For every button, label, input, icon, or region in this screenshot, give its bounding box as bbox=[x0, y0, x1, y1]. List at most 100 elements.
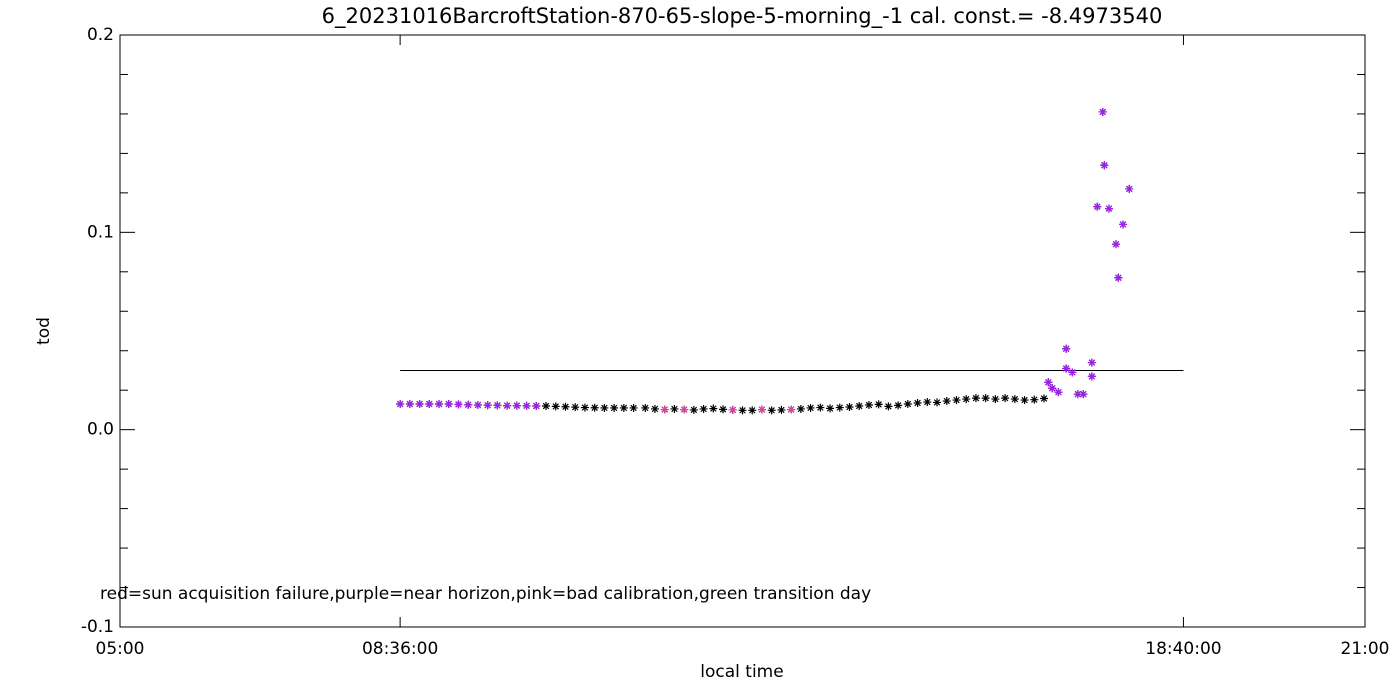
y-tick-label: -0.1 bbox=[81, 617, 114, 637]
annotation: red=sun acquisition failure,purple=near … bbox=[100, 584, 871, 604]
y-tick-label: 0.2 bbox=[87, 25, 114, 45]
point bbox=[1010, 395, 1019, 404]
point bbox=[991, 395, 1000, 404]
point bbox=[816, 403, 825, 412]
point bbox=[855, 401, 864, 410]
point bbox=[571, 403, 580, 412]
point bbox=[699, 404, 708, 413]
point bbox=[933, 398, 942, 407]
point bbox=[1100, 161, 1109, 170]
point bbox=[1068, 368, 1077, 377]
x-tick-label: 21:00 bbox=[1341, 639, 1390, 659]
point bbox=[971, 394, 980, 403]
point bbox=[503, 401, 512, 410]
point bbox=[444, 400, 453, 409]
point bbox=[728, 405, 737, 414]
x-tick-label: 18:40:00 bbox=[1145, 639, 1221, 659]
y-axis-label: tod bbox=[34, 317, 54, 345]
point bbox=[1001, 394, 1010, 403]
point bbox=[1079, 390, 1088, 399]
point bbox=[1119, 220, 1127, 229]
point bbox=[796, 404, 805, 413]
y-tick-label: 0.1 bbox=[87, 222, 114, 242]
point bbox=[845, 402, 854, 411]
point bbox=[874, 400, 883, 409]
point bbox=[600, 403, 609, 412]
point bbox=[1087, 372, 1096, 381]
point bbox=[670, 404, 679, 413]
point bbox=[435, 400, 444, 409]
point bbox=[719, 405, 728, 414]
x-tick-label: 05:00 bbox=[96, 639, 145, 659]
point bbox=[894, 401, 903, 410]
point bbox=[405, 400, 414, 409]
point bbox=[923, 398, 932, 407]
point bbox=[561, 402, 570, 411]
point bbox=[1087, 358, 1096, 367]
point bbox=[396, 400, 405, 409]
point bbox=[689, 405, 698, 414]
point bbox=[425, 400, 434, 409]
point bbox=[748, 406, 757, 415]
point bbox=[884, 402, 893, 411]
point bbox=[777, 405, 786, 414]
point bbox=[542, 401, 551, 410]
point bbox=[962, 395, 971, 404]
point bbox=[1062, 344, 1071, 353]
point bbox=[757, 405, 766, 414]
point bbox=[551, 402, 560, 411]
point bbox=[767, 406, 776, 415]
point bbox=[1020, 396, 1029, 405]
point bbox=[1125, 184, 1134, 193]
point bbox=[1048, 384, 1057, 393]
x-tick-label: 08:36:00 bbox=[362, 639, 438, 659]
chart-title: 6_20231016BarcroftStation-870-65-slope-5… bbox=[322, 4, 1163, 29]
point bbox=[1062, 364, 1071, 373]
point bbox=[738, 406, 747, 415]
point bbox=[680, 405, 689, 414]
point bbox=[660, 405, 669, 414]
point bbox=[454, 400, 463, 409]
point bbox=[532, 401, 541, 410]
point bbox=[826, 404, 835, 413]
point bbox=[903, 400, 912, 409]
point bbox=[709, 404, 718, 413]
point bbox=[522, 401, 531, 410]
point bbox=[464, 400, 473, 409]
point bbox=[1040, 394, 1049, 403]
point bbox=[415, 400, 424, 409]
point bbox=[981, 394, 990, 403]
point bbox=[641, 403, 650, 412]
point bbox=[512, 401, 521, 410]
point bbox=[473, 401, 482, 409]
point bbox=[913, 399, 922, 408]
point bbox=[1073, 390, 1082, 399]
point bbox=[650, 404, 659, 413]
point bbox=[610, 403, 619, 412]
point bbox=[1112, 240, 1120, 249]
point bbox=[1044, 378, 1053, 387]
point bbox=[835, 403, 844, 412]
plot-frame bbox=[119, 34, 1366, 628]
point bbox=[1054, 388, 1063, 397]
point bbox=[1114, 273, 1123, 282]
point bbox=[493, 401, 502, 410]
point bbox=[1105, 204, 1113, 213]
point bbox=[942, 397, 951, 406]
point bbox=[787, 405, 796, 414]
point bbox=[1030, 395, 1039, 404]
point bbox=[1098, 107, 1107, 116]
point bbox=[629, 403, 638, 412]
point bbox=[1093, 202, 1102, 211]
point bbox=[590, 403, 599, 412]
point bbox=[483, 401, 492, 410]
point bbox=[952, 396, 961, 405]
point bbox=[864, 401, 873, 409]
point bbox=[806, 403, 815, 412]
point bbox=[619, 403, 628, 412]
y-tick-label: 0.0 bbox=[87, 420, 114, 440]
x-axis-label: local time bbox=[700, 662, 783, 682]
point bbox=[580, 403, 589, 412]
